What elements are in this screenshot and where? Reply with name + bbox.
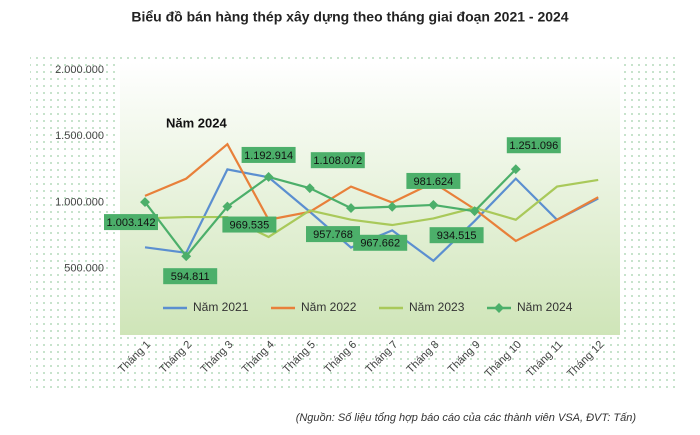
legend-label: Năm 2021 xyxy=(193,300,249,314)
point-marker xyxy=(263,171,274,182)
value-label: 1.251.096 xyxy=(509,140,558,152)
value-label: 969.535 xyxy=(230,219,270,231)
y-tick-label: 2.000.000 xyxy=(55,64,104,76)
plot-area xyxy=(120,62,620,335)
value-label: 1.192.914 xyxy=(244,150,293,162)
source-note: (Nguồn: Số liệu tổng hợp báo cáo của các… xyxy=(296,412,637,424)
value-label: 594.811 xyxy=(171,271,210,283)
value-label: 1.108.072 xyxy=(313,155,362,167)
legend-label: Năm 2024 xyxy=(517,300,573,314)
legend-marker xyxy=(494,303,504,313)
point-marker xyxy=(346,203,356,214)
chart-title: Biểu đồ bán hàng thép xây dựng theo thán… xyxy=(131,9,568,25)
legend-label: Năm 2023 xyxy=(409,300,465,314)
value-label-box xyxy=(241,146,296,163)
value-label-box xyxy=(506,137,561,154)
value-label-box xyxy=(353,234,408,251)
value-label-box xyxy=(429,227,484,244)
value-label: 957.768 xyxy=(313,229,353,241)
point-marker xyxy=(510,164,521,175)
y-tick-label: 1.000.000 xyxy=(55,196,104,208)
value-label-box xyxy=(310,152,365,169)
value-label-box xyxy=(406,172,461,189)
y-tick-label: 500.000 xyxy=(64,263,104,275)
value-label-box xyxy=(222,216,277,233)
point-marker xyxy=(304,183,315,194)
y-tick-label: 1.500.000 xyxy=(55,130,104,142)
value-label: 934.515 xyxy=(437,230,477,242)
point-marker xyxy=(428,199,439,210)
point-marker xyxy=(469,206,480,217)
value-label-box xyxy=(104,214,158,231)
series-line xyxy=(144,142,599,243)
value-label: 1.003.142 xyxy=(107,217,156,229)
value-label: 967.662 xyxy=(360,238,400,250)
value-label: 981.624 xyxy=(414,176,454,188)
legend-label: Năm 2022 xyxy=(301,300,357,314)
point-marker xyxy=(222,201,233,212)
annotation: Năm 2024 xyxy=(166,115,227,130)
point-marker xyxy=(140,197,150,208)
point-marker xyxy=(387,201,398,212)
series-line xyxy=(144,168,517,258)
value-label-box xyxy=(306,226,360,243)
series-line xyxy=(144,178,599,239)
value-label-box xyxy=(163,268,218,285)
